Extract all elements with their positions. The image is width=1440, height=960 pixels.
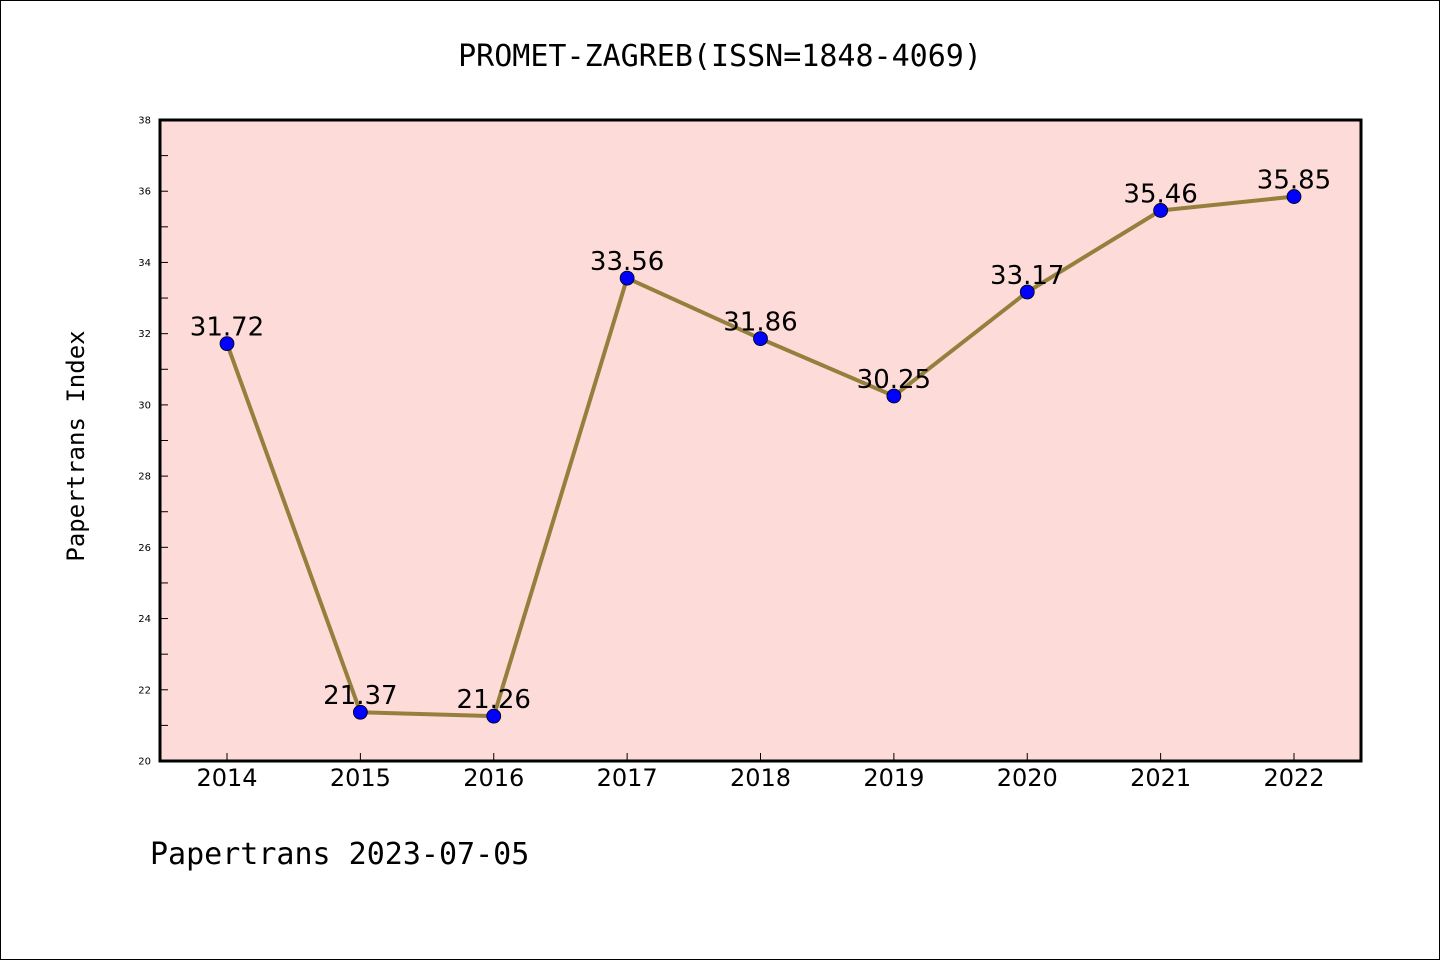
y-tick-label: 32: [138, 329, 151, 340]
data-label: 35.85: [1257, 166, 1331, 196]
y-tick-label: 28: [138, 472, 151, 483]
x-tick-label: 2021: [1130, 764, 1191, 792]
y-tick-label: 38: [138, 116, 151, 127]
data-label: 21.37: [323, 681, 397, 711]
data-point: [1019, 284, 1035, 300]
x-tick-label: 2017: [597, 764, 658, 792]
footer-caption: Papertrans 2023-07-05: [150, 837, 529, 872]
data-label: 21.26: [457, 685, 531, 715]
data-point: [219, 336, 235, 352]
data-point: [352, 704, 368, 720]
y-tick-label: 30: [138, 400, 151, 411]
x-tick-label: 2019: [863, 764, 924, 792]
x-tick-label: 2016: [463, 764, 524, 792]
data-labels-layer: 31.72 21.37 21.26 33.56 31.86 30.25 33.17 35.46…: [190, 166, 1331, 716]
y-tick-label: 20: [138, 757, 151, 768]
data-point: [619, 270, 635, 286]
x-tick-label: 2022: [1263, 764, 1324, 792]
data-label: 31.72: [190, 313, 264, 343]
x-tick-label: 2015: [330, 764, 391, 792]
plot-area: [158, 118, 1363, 763]
data-point: [753, 331, 768, 347]
data-point: [486, 708, 502, 724]
x-tick-label: 2020: [997, 764, 1058, 792]
data-points-layer: [219, 189, 1302, 724]
chart-title: PROMET-ZAGREB(ISSN=1848-4069): [458, 39, 982, 74]
x-tick-label: 2014: [196, 764, 257, 792]
data-label: 30.25: [857, 365, 931, 395]
data-label: 31.86: [723, 308, 797, 338]
y-tick-label: 26: [138, 543, 151, 554]
data-label: 33.17: [990, 261, 1064, 291]
data-label: 33.56: [590, 247, 664, 277]
data-point: [886, 388, 902, 404]
y-axis-label: Papertrans Index: [62, 330, 90, 561]
x-tick-label: 2018: [730, 764, 791, 792]
data-label: 35.46: [1123, 179, 1197, 209]
y-tick-label: 34: [138, 258, 151, 269]
y-tick-label: 22: [138, 685, 151, 696]
data-point: [1153, 203, 1169, 218]
y-tick-label: 24: [138, 614, 151, 625]
data-point: [1286, 189, 1302, 204]
y-tick-label: 36: [138, 187, 151, 198]
